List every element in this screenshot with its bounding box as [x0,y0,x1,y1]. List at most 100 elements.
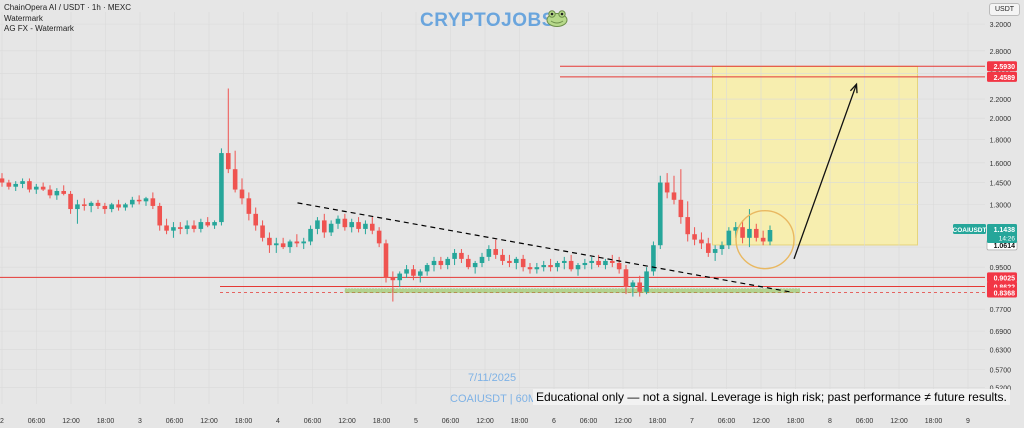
candle [253,207,259,231]
candle [33,183,39,194]
candle [27,178,32,193]
candle [294,234,300,248]
candle [95,199,101,210]
candle-body [136,199,142,202]
candle-body [561,260,567,263]
candle [637,275,643,297]
candle-body [417,271,423,276]
currency-selector[interactable]: USDT [989,3,1021,16]
candle [699,232,704,250]
candle-body [129,199,135,205]
candle [102,202,108,214]
candle-body [13,183,19,187]
y-tick-label: 0.7700 [990,307,1012,314]
level-badge: 0.8368 [987,287,1017,298]
candle-body [253,213,259,226]
candle-body [411,269,416,276]
y-tick-label: 1.6000 [990,161,1012,168]
x-tick-label: 12:00 [338,418,356,425]
candle [342,213,348,231]
candle [767,225,773,246]
candle [88,201,94,213]
candle-body [157,205,163,226]
candle [555,260,560,272]
x-tick-label: 2 [0,418,4,425]
disclaimer-text: Educational only — not a signal. Leverag… [533,389,1010,405]
candle-body [95,202,101,206]
candle-body [102,205,108,210]
candle [61,185,67,196]
candle-body [246,198,252,214]
candle-body [541,265,547,268]
level-badge-box [987,71,1017,82]
symbol-info: ChainOpera AI / USDT · 1h · MEXC [4,3,132,12]
y-tick-label: 2.0000 [990,116,1012,123]
candle [541,260,547,272]
x-tick-label: 12:00 [476,418,494,425]
candle [383,239,389,283]
x-tick-label: 06:00 [718,418,736,425]
level-badge-box [987,287,1017,298]
candle [685,201,691,242]
candle-body [68,193,73,210]
candle [397,271,403,288]
candle-body [459,252,464,259]
candle [561,256,567,270]
candle [719,241,725,255]
level-badge-box [987,61,1017,72]
candle [753,223,759,242]
candle [246,192,252,221]
candle-body [150,198,156,206]
candle [273,237,279,253]
candle-body [726,230,732,246]
candle [582,258,588,270]
candle-body [657,182,663,246]
candle [623,265,629,295]
candle-body [507,260,512,263]
candle [459,249,464,263]
y-tick-label: 3.2000 [990,22,1012,29]
candle-body [445,258,451,266]
candle-body [678,199,684,218]
candle [287,239,293,253]
candle-body [308,228,313,242]
candle [191,220,197,233]
candle-body [6,182,12,187]
candle [452,249,457,266]
arrow-head-icon [849,82,858,94]
symbol-tag-text: COAIUSDT [953,227,987,234]
candle [609,254,615,268]
x-tick-label: 06:00 [580,418,598,425]
candle-body [171,227,176,231]
candle [513,256,519,270]
candle [630,280,636,297]
candle-body [452,252,457,259]
x-tick-label: 18:00 [97,418,115,425]
target-arrow [793,83,858,260]
support-zone [344,288,801,294]
candle [81,198,87,211]
frog-icon [546,10,568,27]
candle [712,245,718,261]
candle-body [767,229,773,242]
x-tick-label: 12:00 [890,418,908,425]
level-badge-text: 0.8368 [994,291,1016,298]
candle [198,218,204,233]
candle-body [349,222,355,228]
candle [603,258,608,270]
candle [527,262,533,274]
candle-body [568,260,574,270]
support-zone-rect [344,288,801,294]
candle-body [651,245,656,272]
candle [500,249,505,266]
candle-body [424,265,430,272]
candle [205,217,211,228]
candle-body [527,267,533,270]
candle [123,202,128,211]
candle-body [692,234,697,240]
countdown-text: 14:26 [999,235,1016,242]
candle [356,217,361,233]
candle-body [294,241,300,244]
candle [68,190,73,214]
